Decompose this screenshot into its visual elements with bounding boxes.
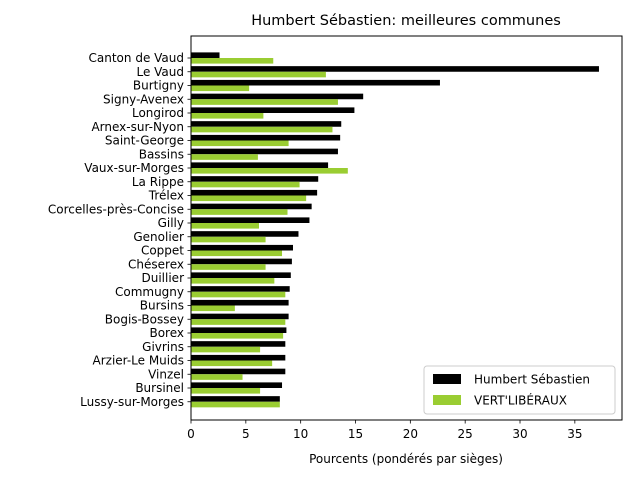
bar-humbert-4 — [191, 107, 355, 113]
bar-humbert-21 — [191, 341, 286, 347]
bar-humbert-0 — [191, 52, 220, 58]
bar-humbert-9 — [191, 176, 319, 182]
x-tick-label: 20 — [403, 427, 418, 441]
x-tick-label: 15 — [348, 427, 363, 441]
y-tick-label: Signy-Avenex — [103, 92, 184, 106]
x-tick-label: 5 — [242, 427, 250, 441]
bar-humbert-23 — [191, 368, 286, 375]
legend-label-vertliberaux: VERT'LIBÉRAUX — [474, 393, 567, 408]
legend-label-humbert: Humbert Sébastien — [474, 373, 590, 387]
y-tick-label: Gilly — [158, 216, 184, 230]
y-tick-label: Genolier — [133, 230, 184, 244]
bar-humbert-5 — [191, 121, 342, 127]
y-tick-label: Canton de Vaud — [89, 51, 184, 65]
bar-humbert-2 — [191, 79, 440, 86]
bar-vertliberaux-11 — [191, 209, 288, 215]
y-tick-label: Trélex — [148, 189, 184, 203]
x-tick-label: 35 — [567, 427, 582, 441]
y-tick-label: Vinzel — [148, 367, 184, 381]
legend-swatch-vertliberaux — [433, 395, 461, 405]
bar-vertliberaux-16 — [191, 278, 275, 284]
y-tick-label: Bursinel — [135, 381, 184, 395]
bar-vertliberaux-21 — [191, 346, 261, 353]
legend: Humbert Sébastien VERT'LIBÉRAUX — [423, 365, 616, 415]
plot-frame — [190, 35, 623, 421]
bar-humbert-6 — [191, 134, 341, 141]
bar-humbert-10 — [191, 189, 318, 196]
bar-vertliberaux-6 — [191, 140, 289, 147]
bar-humbert-25 — [191, 396, 280, 402]
bar-vertliberaux-14 — [191, 250, 283, 257]
bar-humbert-3 — [191, 93, 364, 100]
legend-swatch-humbert — [433, 374, 461, 384]
y-tick-label: Saint-George — [105, 134, 184, 148]
bar-humbert-16 — [191, 272, 291, 278]
x-axis-label: Pourcents (pondérés par sièges) — [309, 452, 503, 466]
bar-humbert-19 — [191, 313, 289, 320]
bar-humbert-24 — [191, 382, 283, 388]
bar-humbert-20 — [191, 327, 287, 333]
bar-humbert-18 — [191, 299, 289, 306]
bar-vertliberaux-15 — [191, 264, 266, 270]
chart-title: Humbert Sébastien: meilleures communes — [251, 13, 561, 29]
bar-vertliberaux-23 — [191, 374, 243, 380]
y-tick-label: Givrins — [142, 340, 184, 354]
bar-vertliberaux-22 — [191, 360, 273, 367]
bar-vertliberaux-1 — [191, 71, 326, 78]
y-tick-label: Corcelles-près-Concise — [48, 202, 184, 216]
y-tick-label: Coppet — [141, 244, 184, 258]
y-tick-label: Vaux-sur-Morges — [84, 161, 184, 175]
y-tick-label: Arnex-sur-Nyon — [91, 120, 184, 134]
bar-vertliberaux-20 — [191, 333, 284, 339]
y-tick-label: Bogis-Bossey — [105, 312, 184, 326]
bar-humbert-15 — [191, 258, 292, 265]
x-tick-label: 10 — [293, 427, 308, 441]
bar-humbert-14 — [191, 244, 293, 251]
bar-vertliberaux-2 — [191, 85, 250, 92]
y-tick-label: Longirod — [132, 106, 184, 120]
x-tick-label: 30 — [512, 427, 527, 441]
bar-humbert-8 — [191, 162, 329, 168]
y-tick-label: Lussy-sur-Morges — [80, 395, 184, 409]
bar-vertliberaux-13 — [191, 236, 266, 243]
y-tick-label: Commugny — [115, 285, 184, 299]
bar-humbert-13 — [191, 231, 299, 237]
bar-vertliberaux-5 — [191, 126, 333, 133]
x-tick-label: 25 — [458, 427, 473, 441]
y-tick-label: Bursins — [140, 299, 184, 313]
bar-vertliberaux-9 — [191, 181, 300, 188]
bar-humbert-17 — [191, 286, 290, 292]
y-tick-label: Arzier-Le Muids — [93, 354, 185, 368]
y-tick-label: Duillier — [142, 271, 185, 285]
bar-humbert-7 — [191, 148, 338, 155]
y-tick-label: Le Vaud — [136, 65, 184, 79]
x-axis-ticks: 0 5 10 15 20 25 30 35 — [187, 420, 582, 441]
bar-vertliberaux-7 — [191, 154, 258, 160]
bar-vertliberaux-12 — [191, 223, 259, 229]
y-tick-label: La Rippe — [132, 175, 184, 189]
bar-vertliberaux-4 — [191, 113, 264, 119]
bar-vertliberaux-3 — [191, 99, 338, 105]
bar-vertliberaux-10 — [191, 195, 307, 202]
bar-vertliberaux-17 — [191, 291, 286, 298]
y-tick-label: Bassins — [139, 147, 184, 161]
bar-humbert-11 — [191, 203, 312, 210]
bar-humbert-12 — [191, 217, 310, 223]
y-tick-label: Borex — [149, 326, 184, 340]
x-tick-label: 0 — [187, 427, 195, 441]
bar-vertliberaux-0 — [191, 58, 274, 64]
legend-box — [423, 365, 616, 415]
bar-vertliberaux-8 — [191, 168, 348, 174]
bar-humbert-1 — [191, 66, 599, 72]
bar-vertliberaux-18 — [191, 305, 235, 312]
bar-humbert-22 — [191, 354, 286, 361]
y-tick-label: Chéserex — [128, 257, 184, 271]
bar-vertliberaux-25 — [191, 401, 280, 408]
bar-vertliberaux-24 — [191, 388, 261, 394]
y-tick-label: Burtigny — [133, 79, 184, 93]
bar-vertliberaux-19 — [191, 319, 286, 325]
bars-layer — [191, 52, 599, 408]
